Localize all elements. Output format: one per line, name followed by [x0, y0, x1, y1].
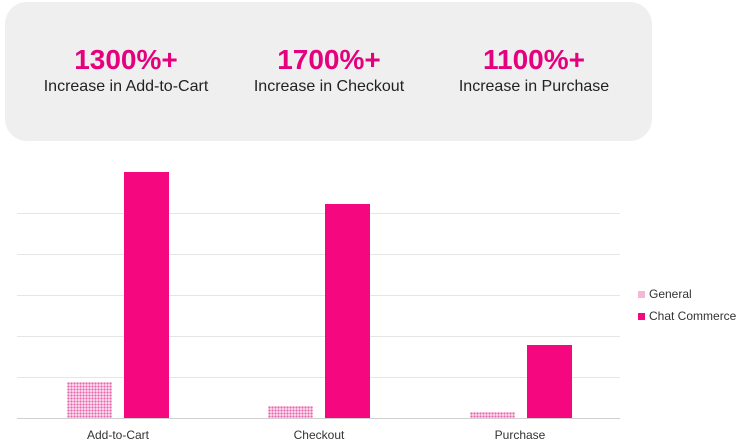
legend-swatch-general — [638, 290, 645, 298]
stat-add-to-cart: 1300%+ Increase in Add-to-Cart — [26, 44, 226, 98]
bar-chat-commerce-purchase — [527, 345, 572, 418]
bar-chat-commerce-checkout — [325, 203, 370, 418]
legend-swatch-chat — [638, 312, 645, 320]
stat-label: Increase in Purchase — [458, 78, 610, 95]
legend-item-chat-commerce: Chat Commerce — [638, 305, 736, 327]
gridline — [17, 295, 620, 296]
bar-general-purchase — [470, 411, 515, 418]
bar-general-add-to-cart — [67, 381, 112, 418]
legend-label: Chat Commerce — [649, 309, 737, 323]
bar-general-checkout — [268, 406, 313, 418]
stat-purchase: 1100%+ Increase in Purchase — [434, 44, 634, 98]
stats-panel: 1300%+ Increase in Add-to-Cart 1700%+ In… — [5, 2, 652, 141]
x-label-add-to-cart: Add-to-Cart — [86, 428, 150, 442]
gridline — [17, 213, 620, 214]
legend-label: General — [649, 287, 692, 301]
x-axis — [17, 418, 620, 419]
x-label-checkout: Checkout — [293, 428, 345, 442]
stat-value: 1700%+ — [277, 44, 381, 75]
stat-value: 1100%+ — [483, 44, 585, 75]
stat-value: 1300%+ — [74, 44, 178, 75]
stat-label: Increase in Add-to-Cart — [43, 78, 209, 95]
x-label-purchase: Purchase — [494, 428, 546, 442]
gridline — [17, 377, 620, 378]
stat-label: Increase in Checkout — [253, 78, 405, 95]
stat-checkout: 1700%+ Increase in Checkout — [229, 44, 429, 98]
gridline — [17, 336, 620, 337]
legend: General Chat Commerce — [638, 283, 736, 327]
legend-item-general: General — [638, 283, 736, 305]
gridline — [17, 254, 620, 255]
bar-chat-commerce-add-to-cart — [124, 172, 169, 418]
